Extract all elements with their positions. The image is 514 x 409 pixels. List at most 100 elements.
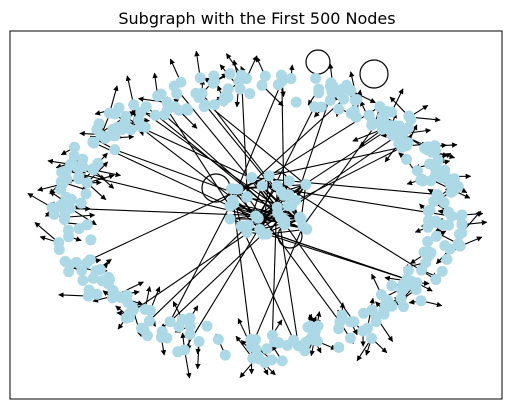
graph-node <box>351 94 363 105</box>
graph-node <box>443 206 455 218</box>
graph-node <box>144 304 156 316</box>
graph-node <box>424 142 436 153</box>
graph-node <box>256 180 268 192</box>
graph-node <box>404 111 415 123</box>
graph-node <box>161 97 173 108</box>
graph-node <box>428 195 440 207</box>
graph-node <box>149 109 161 121</box>
graph-node <box>224 68 236 80</box>
graph-node <box>272 79 284 91</box>
graph-node <box>69 141 80 153</box>
graph-node <box>411 165 423 177</box>
graph-node <box>456 219 468 231</box>
graph-node <box>81 177 93 189</box>
graph-node <box>104 274 116 285</box>
plot-frame <box>9 30 503 400</box>
graph-node <box>333 341 345 353</box>
graph-node <box>358 307 370 319</box>
graph-node <box>179 344 190 356</box>
graph-node <box>363 109 375 121</box>
graph-node <box>279 219 291 231</box>
graph-node <box>232 183 244 195</box>
graph-node <box>310 72 322 84</box>
graph-node <box>259 70 271 82</box>
graph-node <box>77 274 89 286</box>
graph-node <box>119 116 131 128</box>
graph-node <box>362 322 373 334</box>
graph-node <box>341 79 352 91</box>
graph-node <box>430 274 442 285</box>
graph-node <box>443 219 455 231</box>
graph-node <box>403 265 414 277</box>
graph-node <box>275 69 287 81</box>
graph-node <box>125 124 137 136</box>
graph-node <box>374 118 386 130</box>
graph-node <box>315 101 327 113</box>
graph-node <box>201 320 213 332</box>
graph-node <box>61 165 72 177</box>
graph-node <box>276 355 288 367</box>
graph-node <box>286 200 298 212</box>
graph-node <box>85 234 97 246</box>
graph-node <box>309 330 321 342</box>
graph-node <box>243 219 254 231</box>
graph-edge <box>302 112 385 227</box>
graph-node <box>313 83 325 95</box>
graph-node <box>91 288 103 300</box>
graph-node <box>155 88 167 100</box>
graph-edge <box>250 225 304 348</box>
graph-node <box>244 88 256 100</box>
graph-node <box>380 105 392 117</box>
graph-edge <box>169 199 234 322</box>
graph-node <box>196 87 208 99</box>
graph-edge <box>268 175 437 281</box>
graph-node <box>456 227 468 239</box>
graph-node <box>416 264 427 276</box>
graph-edge <box>237 183 306 192</box>
graph-node <box>88 137 100 149</box>
graph-edge <box>114 149 248 199</box>
graph-node <box>403 122 414 134</box>
graph-node <box>77 153 89 165</box>
graph-node <box>128 99 140 111</box>
graph-edge <box>259 228 417 284</box>
graph-node <box>422 205 434 217</box>
graph-node <box>193 336 205 347</box>
graph-edge <box>169 233 264 323</box>
graph-node <box>136 322 147 334</box>
graph-edge <box>279 217 355 323</box>
graph-node <box>366 119 378 131</box>
graph-node <box>422 250 434 262</box>
graph-node <box>283 175 295 187</box>
graph-node <box>438 197 450 209</box>
graph-node <box>350 111 362 123</box>
graph-node <box>345 316 356 328</box>
graph-node <box>46 202 58 214</box>
graph-node <box>212 333 224 345</box>
graph-node <box>290 96 302 108</box>
graph-node <box>63 231 75 243</box>
graph-node <box>366 332 377 344</box>
graph-node <box>415 295 427 307</box>
graph-node <box>228 198 240 210</box>
graph-edge <box>240 225 295 341</box>
graph-node <box>256 79 268 91</box>
graph-node <box>338 93 350 105</box>
graph-edge <box>229 205 307 230</box>
graph-node <box>269 336 281 348</box>
graph-edge <box>66 169 284 225</box>
graph-node <box>194 72 206 84</box>
graph-node <box>53 244 65 255</box>
graph-node <box>288 334 300 346</box>
graph-node <box>345 332 356 344</box>
graph-node <box>90 265 102 277</box>
graph-node <box>65 193 77 205</box>
graph-node <box>209 99 220 111</box>
graph-node <box>326 86 338 98</box>
graph-edge <box>233 203 302 221</box>
graph-node <box>300 179 312 190</box>
graph-node <box>436 265 448 277</box>
graph-node <box>93 118 105 130</box>
graph-node <box>402 137 414 149</box>
